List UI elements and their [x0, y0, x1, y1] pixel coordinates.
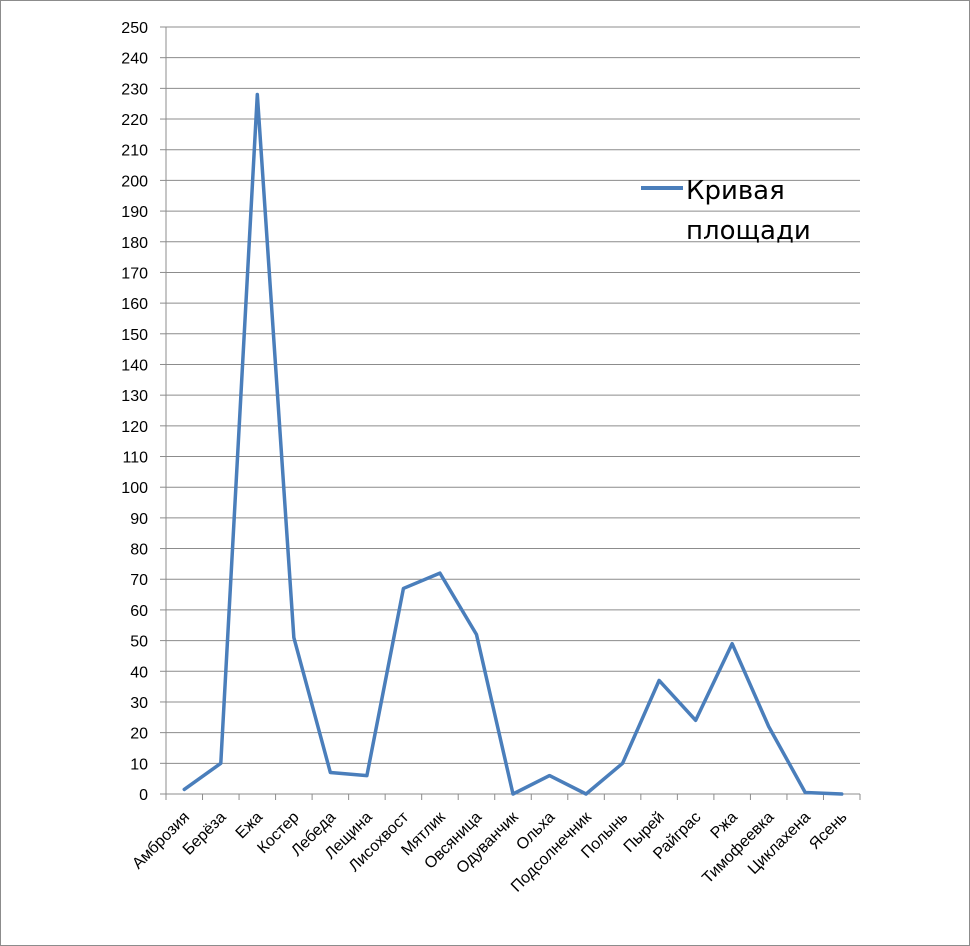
x-tick-label: Амброзия [129, 809, 193, 873]
y-tick-label: 160 [121, 296, 148, 313]
y-tick-label: 170 [121, 265, 148, 282]
series [182, 92, 844, 796]
y-tick-label: 130 [121, 388, 148, 405]
y-tick-label: 120 [121, 419, 148, 436]
y-tick-label: 90 [130, 511, 148, 528]
y-tick-label: 180 [121, 235, 148, 252]
y-tick-label: 20 [130, 726, 148, 743]
y-tick-label: 70 [130, 572, 148, 589]
y-tick-label: 150 [121, 327, 148, 344]
y-tick-label: 250 [121, 20, 148, 37]
y-axis-ticks: 0 10 20 30 40 50 60 70 80 90 100 110 120 130 140 150 160… [121, 20, 166, 804]
legend-label-line-1: Кривая [686, 176, 785, 206]
y-tick-label: 220 [121, 112, 148, 129]
y-tick-label: 60 [130, 603, 148, 620]
y-tick-label: 0 [139, 787, 148, 804]
y-tick-label: 30 [130, 695, 148, 712]
y-tick-label: 10 [130, 756, 148, 773]
legend: Кривая площади [641, 176, 811, 246]
y-tick-label: 190 [121, 204, 148, 221]
y-tick-label: 110 [122, 450, 148, 467]
series-line [182, 92, 844, 796]
y-tick-label: 100 [121, 480, 148, 497]
axes [165, 27, 860, 795]
x-tick-label: Ясень [806, 809, 850, 853]
y-tick-label: 80 [130, 542, 148, 559]
y-tick-label: 230 [121, 81, 148, 98]
legend-label-line-2: площади [686, 216, 811, 246]
gridlines [166, 26, 860, 764]
y-tick-label: 140 [121, 357, 148, 374]
y-tick-label: 210 [121, 143, 148, 160]
y-tick-label: 50 [130, 634, 148, 651]
y-tick-label: 200 [121, 173, 148, 190]
y-tick-label: 40 [130, 664, 148, 681]
y-tick-label: 240 [121, 51, 148, 68]
